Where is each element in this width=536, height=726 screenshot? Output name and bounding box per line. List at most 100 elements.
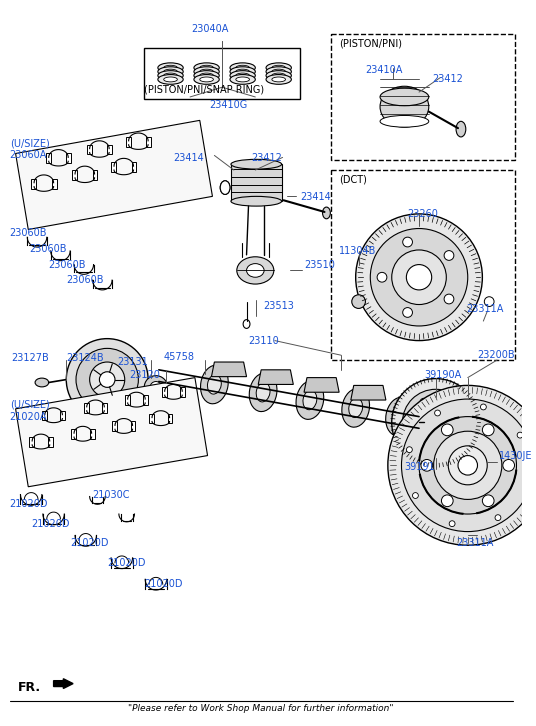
Circle shape: [442, 424, 453, 436]
Text: 23131: 23131: [117, 357, 148, 367]
Circle shape: [370, 229, 468, 326]
Bar: [107, 144, 112, 155]
Ellipse shape: [163, 77, 177, 82]
Bar: [144, 48, 300, 99]
Circle shape: [420, 439, 428, 446]
Ellipse shape: [194, 70, 219, 81]
Text: 23060B: 23060B: [66, 275, 104, 285]
Text: 45758: 45758: [163, 352, 195, 362]
Ellipse shape: [243, 319, 250, 328]
Ellipse shape: [266, 67, 292, 76]
Ellipse shape: [200, 65, 213, 70]
Ellipse shape: [247, 264, 264, 277]
Text: 23311A: 23311A: [456, 538, 494, 548]
Text: 21020D: 21020D: [107, 558, 146, 568]
Bar: [102, 403, 107, 412]
Circle shape: [435, 410, 441, 416]
Text: 23110: 23110: [249, 335, 279, 346]
Bar: [126, 137, 131, 147]
Text: (U/SIZE): (U/SIZE): [10, 139, 49, 149]
Text: 23414: 23414: [300, 192, 331, 203]
Text: 23040A: 23040A: [191, 24, 228, 33]
Circle shape: [480, 404, 486, 410]
Circle shape: [392, 250, 446, 304]
Circle shape: [406, 264, 431, 290]
Bar: [29, 437, 34, 446]
Circle shape: [444, 250, 454, 261]
Circle shape: [403, 389, 468, 456]
Ellipse shape: [194, 63, 219, 73]
Ellipse shape: [249, 373, 277, 412]
FancyArrow shape: [54, 679, 73, 688]
Text: 23412: 23412: [433, 75, 464, 84]
Circle shape: [99, 372, 115, 388]
Bar: [331, 33, 515, 160]
Ellipse shape: [207, 375, 221, 394]
Ellipse shape: [200, 77, 213, 82]
Text: 23060B: 23060B: [49, 260, 86, 269]
Bar: [331, 170, 515, 360]
Bar: [146, 137, 151, 147]
Ellipse shape: [200, 365, 228, 404]
Bar: [112, 422, 117, 431]
Text: 23311A: 23311A: [466, 304, 503, 314]
Bar: [149, 414, 154, 423]
Bar: [111, 162, 116, 172]
Ellipse shape: [158, 75, 183, 84]
Text: 23127B: 23127B: [12, 353, 49, 363]
Circle shape: [434, 431, 502, 499]
Circle shape: [443, 439, 451, 446]
Bar: [66, 153, 71, 163]
Circle shape: [356, 214, 482, 340]
Ellipse shape: [256, 383, 270, 402]
Bar: [84, 403, 88, 412]
Bar: [180, 388, 185, 397]
Bar: [42, 411, 47, 420]
Text: 23410G: 23410G: [210, 99, 248, 110]
Ellipse shape: [220, 181, 230, 195]
Ellipse shape: [163, 69, 177, 74]
Circle shape: [403, 237, 413, 247]
Ellipse shape: [230, 63, 255, 73]
Ellipse shape: [266, 63, 292, 73]
Circle shape: [523, 478, 529, 484]
Polygon shape: [304, 378, 339, 392]
Bar: [51, 179, 56, 189]
Circle shape: [448, 446, 487, 485]
Circle shape: [455, 419, 463, 426]
Ellipse shape: [194, 67, 219, 76]
Ellipse shape: [163, 65, 177, 70]
Polygon shape: [16, 121, 212, 229]
Bar: [46, 153, 51, 163]
Circle shape: [392, 378, 479, 466]
Text: FR.: FR.: [18, 681, 41, 694]
Circle shape: [495, 515, 501, 521]
Ellipse shape: [456, 121, 466, 137]
Circle shape: [418, 405, 453, 440]
Ellipse shape: [272, 77, 286, 82]
Polygon shape: [351, 386, 386, 400]
Bar: [72, 170, 77, 180]
Polygon shape: [212, 362, 247, 377]
Ellipse shape: [323, 207, 330, 219]
Text: 23510: 23510: [304, 260, 335, 269]
Ellipse shape: [158, 67, 183, 76]
Circle shape: [76, 348, 138, 411]
Ellipse shape: [35, 378, 49, 387]
Bar: [48, 437, 53, 446]
Text: 23513: 23513: [263, 301, 294, 311]
Circle shape: [517, 432, 523, 438]
Text: 23120: 23120: [130, 370, 160, 380]
Ellipse shape: [296, 380, 324, 420]
Circle shape: [403, 308, 413, 317]
Polygon shape: [258, 370, 293, 385]
Bar: [131, 162, 137, 172]
Ellipse shape: [380, 115, 429, 127]
Text: (PISTON/PNI/SNAP RING): (PISTON/PNI/SNAP RING): [144, 84, 264, 94]
Circle shape: [150, 382, 162, 393]
Ellipse shape: [266, 75, 292, 84]
Ellipse shape: [380, 88, 429, 106]
Text: 23260: 23260: [407, 209, 438, 219]
Circle shape: [444, 294, 454, 304]
Ellipse shape: [200, 69, 213, 74]
